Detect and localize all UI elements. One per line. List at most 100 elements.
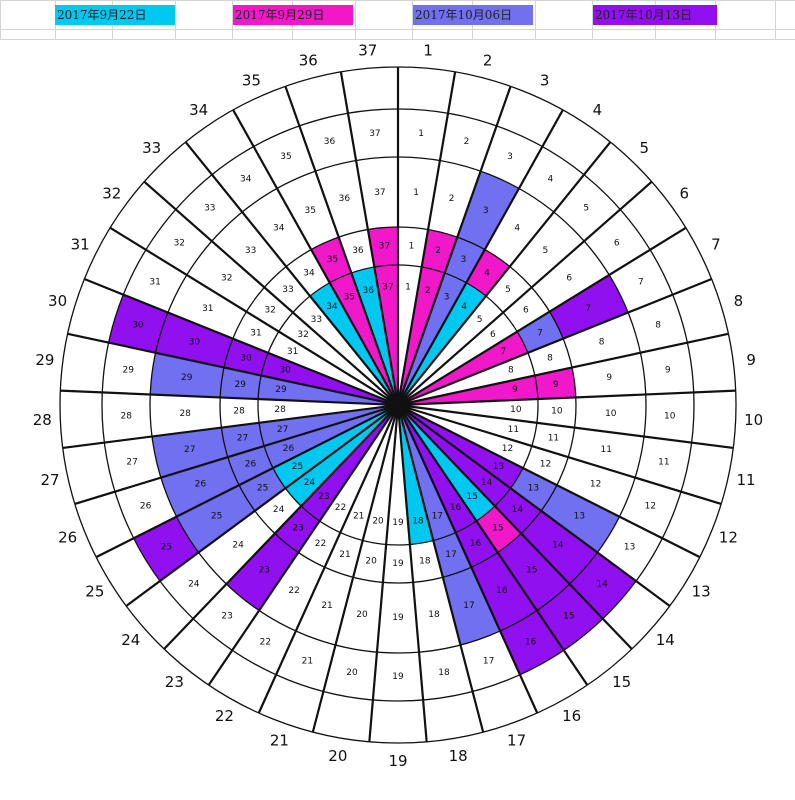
sector-number-label: 7 (711, 236, 721, 254)
sector-number-label: 6 (679, 184, 689, 202)
sector-cell-label: 36 (352, 246, 364, 256)
legend-cell-sep22[interactable]: 2017年9月22日 (55, 5, 175, 25)
sector-cell-label: 17 (432, 511, 443, 521)
sector-number-label: 17 (507, 732, 526, 750)
sector-cell-label: 26 (140, 501, 152, 511)
sector-cell-label: 21 (339, 550, 350, 560)
sector-number-label: 4 (593, 101, 603, 119)
sector-number-label: 1 (423, 41, 433, 59)
sector-cell-label: 6 (566, 273, 572, 283)
sector-cell-label: 30 (279, 365, 291, 375)
sector-cell-fill (549, 274, 629, 339)
spoke-line (397, 109, 564, 406)
gridline (592, 0, 593, 40)
sector-cell-fill (442, 567, 501, 645)
sector-cell-label: 2 (449, 194, 455, 204)
sector-cell-label: 24 (232, 541, 244, 551)
sector-cell-fill (227, 445, 273, 486)
spoke-line (67, 332, 399, 407)
sector-cell-fill (398, 331, 528, 405)
sector-number-label: 33 (142, 139, 161, 157)
gridline (0, 39, 795, 40)
sector-cell-fill (239, 468, 286, 511)
sector-cell-label: 5 (583, 204, 589, 214)
sector-number-label: 10 (744, 411, 763, 429)
spoke-line (397, 403, 722, 506)
sector-cell-label: 25 (161, 543, 172, 553)
sector-cell-label: 15 (492, 524, 503, 534)
gridline (0, 0, 1, 40)
sector-cell-label: 31 (287, 347, 298, 357)
sector-cell-label: 15 (466, 492, 477, 502)
sector-number-label: 15 (612, 673, 631, 691)
sector-cell-fill (398, 282, 486, 405)
sector-number-label: 21 (270, 732, 289, 750)
spoke-line (60, 389, 399, 407)
sector-cell-label: 37 (369, 129, 380, 139)
sector-cell-label: 16 (525, 637, 537, 647)
sector-cell-label: 29 (181, 373, 193, 383)
sector-cell-label: 14 (596, 580, 608, 590)
sector-cell-label: 3 (461, 255, 467, 265)
sector-cell-label: 3 (444, 292, 450, 302)
spoke-line (74, 403, 399, 506)
sector-cell-label: 2 (425, 286, 431, 296)
sector-cell-fill (541, 485, 620, 553)
sector-cell-label: 11 (600, 445, 611, 455)
sector-cell-label: 9 (665, 365, 671, 375)
sector-cell-fill (329, 272, 398, 405)
sector-cell-label: 11 (658, 457, 669, 467)
legend-cell-sep29[interactable]: 2017年9月29日 (233, 5, 353, 25)
sector-cell-label: 35 (280, 152, 291, 162)
sector-cell-label: 8 (547, 353, 553, 363)
sector-cell-fill (457, 171, 519, 250)
sector-cell-label: 27 (237, 433, 248, 443)
sector-cell-label: 33 (282, 285, 293, 295)
sector-cell-label: 31 (149, 278, 160, 288)
spoke-line (397, 141, 612, 406)
sector-cell-label: 26 (283, 444, 295, 454)
sector-number-label: 3 (540, 72, 550, 90)
sector-cell-fill (223, 338, 269, 376)
spoke-line (184, 141, 399, 406)
sector-cell-label: 37 (382, 282, 393, 292)
spoke-line (284, 85, 400, 406)
sector-cell-label: 17 (483, 656, 494, 666)
sector-cell-label: 3 (483, 206, 489, 216)
spoke-line (368, 404, 400, 742)
sector-cell-label: 1 (413, 188, 419, 198)
sector-cell-label: 31 (202, 304, 213, 314)
sector-cell-label: 13 (493, 462, 504, 472)
sector-number-label: 29 (35, 351, 54, 369)
sector-cell-fill (444, 237, 485, 283)
sector-cell-label: 11 (508, 425, 519, 435)
sector-cell-label: 5 (543, 246, 549, 256)
sector-cell-label: 26 (195, 479, 207, 489)
spoke-line (207, 404, 399, 686)
sector-cell-label: 12 (645, 501, 656, 511)
sector-cell-label: 32 (297, 330, 308, 340)
sector-number-label: 14 (656, 631, 675, 649)
sector-number-label: 19 (388, 752, 407, 770)
sector-cell-label: 33 (245, 246, 256, 256)
sector-number-label: 11 (736, 471, 755, 489)
sector-cell-label: 37 (374, 188, 385, 198)
sector-cell-fill (471, 552, 537, 631)
sector-cell-fill (176, 485, 255, 553)
sector-cell-label: 10 (605, 409, 617, 419)
sector-number-label: 24 (121, 631, 140, 649)
sector-cell-fill (220, 367, 262, 400)
legend-cell-oct06[interactable]: 2017年10月06日 (413, 5, 533, 25)
gridline (175, 0, 176, 40)
sector-number-label: 27 (40, 471, 59, 489)
hub-dot (393, 400, 403, 410)
sector-number-label: 13 (692, 583, 711, 601)
sector-cell-label: 8 (599, 338, 605, 348)
sector-cell-label: 10 (551, 407, 563, 417)
sector-cell-label: 13 (624, 543, 635, 553)
gridline (232, 0, 233, 40)
legend-cell-oct13[interactable]: 2017年10月13日 (593, 5, 717, 25)
spoke-line (143, 180, 399, 406)
gridline (535, 0, 536, 40)
